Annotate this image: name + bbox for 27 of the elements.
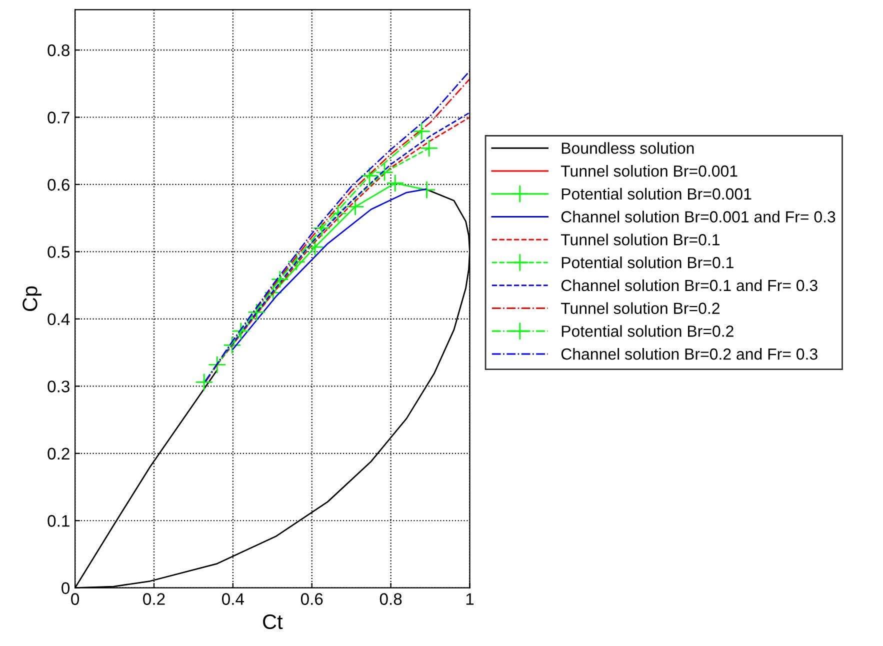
x-tick-label: 1 — [466, 593, 474, 605]
legend-label: Potential solution Br=0.1 — [562, 256, 734, 268]
x-tick-label: 0.8 — [380, 593, 402, 605]
legend-label: Tunnel solution Br=0.001 — [560, 165, 738, 177]
x-tick-label: 0.6 — [300, 593, 323, 605]
x-axis-title: Ct — [263, 614, 283, 630]
x-tick-label: 0.4 — [222, 593, 244, 605]
y-tick-label: 0 — [62, 582, 70, 594]
legend-label: Tunnel solution Br=0.2 — [560, 302, 720, 314]
y-tick-label: 0.5 — [48, 246, 70, 258]
y-tick-label: 0.4 — [48, 313, 70, 326]
legend-label: Channel solution Br=0.1 and Fr= 0.3 — [561, 279, 818, 292]
y-tick-label: 0.2 — [48, 448, 70, 460]
y-tick-label: 0.3 — [48, 380, 70, 392]
legend-label: Potential solution Br=0.2 — [562, 325, 734, 337]
legend-label: Boundless solution — [562, 142, 694, 154]
y-tick-label: 0.1 — [48, 515, 70, 527]
x-tick-label: 0.2 — [143, 593, 165, 605]
legend-label: Potential solution Br=0.001 — [562, 188, 752, 200]
y-tick-label: 0.7 — [48, 112, 70, 124]
x-tick-label: 0 — [71, 593, 80, 605]
legend-label: Tunnel solution Br=0.1 — [560, 234, 720, 246]
y-axis-title: Cp — [22, 286, 42, 312]
y-tick-label: 0.6 — [48, 178, 70, 191]
legend-label: Channel solution Br=0.2 and Fr= 0.3 — [561, 348, 818, 360]
y-tick-label: 0.8 — [48, 44, 70, 56]
legend-label: Channel solution Br=0.001 and Fr= 0.3 — [561, 210, 836, 222]
